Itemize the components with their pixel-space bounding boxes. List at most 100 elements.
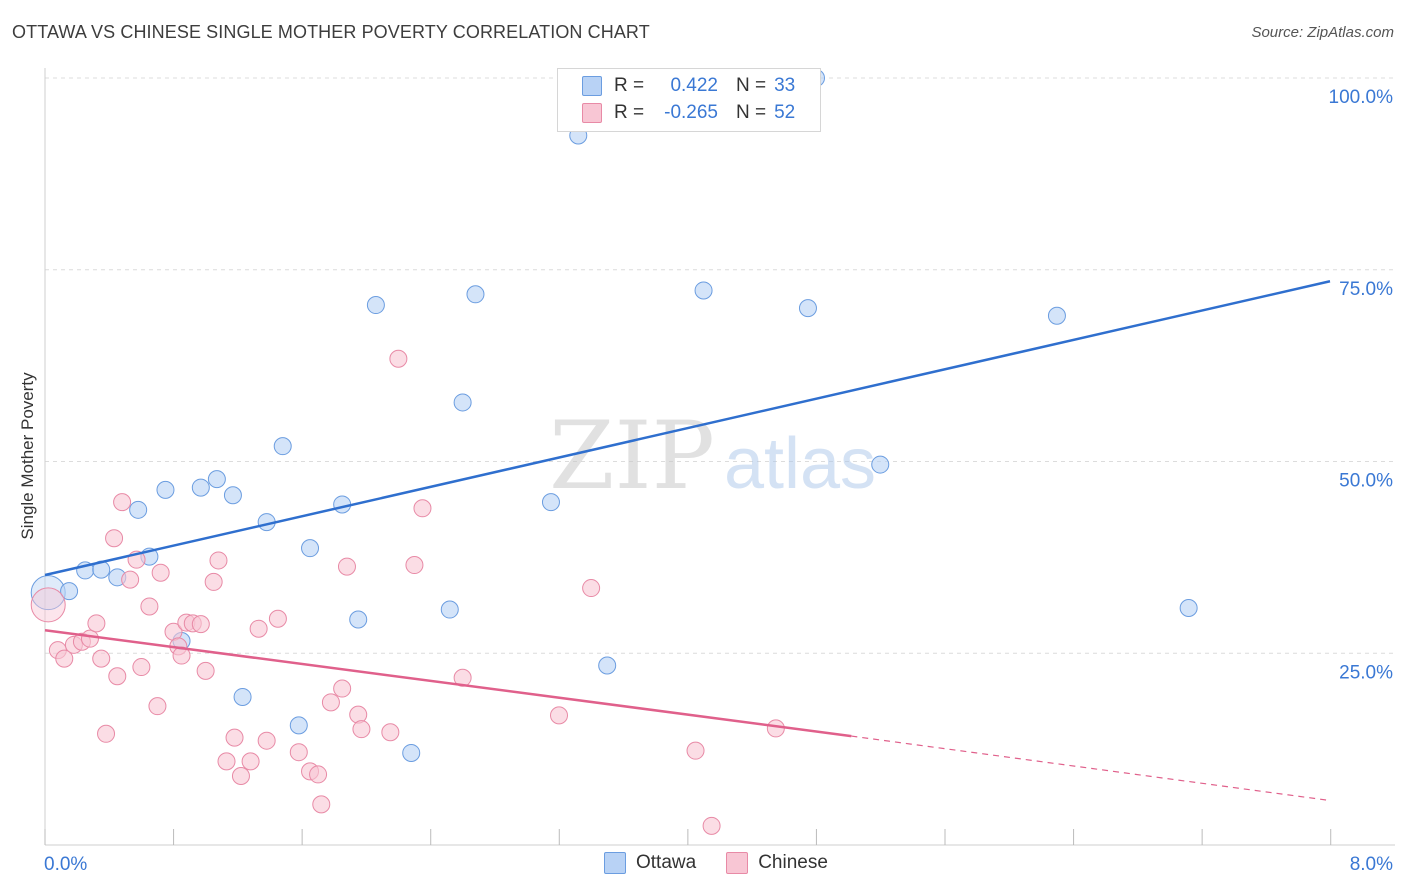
axis-layer	[44, 68, 1395, 846]
chinese-point	[87, 614, 106, 633]
points-layer	[30, 69, 1198, 835]
chinese-point	[268, 609, 287, 628]
tick-labels: 25.0% 50.0% 75.0% 100.0% 0.0% 8.0%	[44, 87, 1393, 875]
chinese-point	[337, 557, 356, 576]
source-label: Source: ZipAtlas.com	[1251, 24, 1394, 41]
y-tick-label: 100.0%	[1329, 87, 1394, 108]
chinese-point	[204, 572, 223, 591]
x-tick-label: 0.0%	[44, 854, 87, 875]
chinese-point	[113, 493, 132, 512]
chinese-point	[405, 556, 424, 575]
chinese-point	[80, 629, 99, 648]
legend-ottawa-swatch	[604, 852, 626, 874]
chinese-point	[766, 719, 785, 738]
chinese-point	[352, 720, 371, 739]
chinese-n-label: N =	[736, 102, 767, 123]
trend-layer	[44, 280, 1331, 802]
ottawa-trend-line	[44, 280, 1331, 577]
chinese-n-value: 52	[774, 102, 796, 123]
chinese-point	[55, 649, 74, 668]
chinese-point	[312, 795, 331, 814]
chinese-point	[289, 743, 308, 762]
stats-legend: R = 0.422 N = 33 R = -0.265 N = 52	[557, 68, 821, 132]
chinese-point	[209, 551, 228, 570]
ottawa-n-label: N =	[736, 75, 767, 96]
y-tick-label: 25.0%	[1339, 662, 1393, 683]
legend-row-chinese: R = -0.265 N = 52	[582, 101, 795, 125]
ottawa-n-value: 33	[774, 75, 796, 96]
chinese-point	[550, 706, 568, 725]
chinese-swatch	[582, 103, 602, 123]
chinese-point	[321, 693, 340, 712]
chinese-point	[151, 563, 170, 582]
chinese-point	[217, 752, 236, 771]
chinese-point	[121, 570, 140, 589]
ottawa-point	[129, 500, 148, 519]
watermark: ZIP atlas	[549, 402, 876, 511]
x-tick-label: 8.0%	[1350, 854, 1393, 875]
chinese-trend-line	[44, 629, 852, 738]
y-tick-label: 75.0%	[1339, 279, 1393, 300]
chart-title: OTTAWA VS CHINESE SINGLE MOTHER POVERTY …	[12, 22, 650, 42]
ottawa-point	[207, 470, 226, 489]
chinese-point	[333, 679, 352, 698]
ottawa-point	[223, 486, 242, 505]
ottawa-swatch	[582, 76, 602, 96]
chinese-point	[241, 752, 260, 771]
ottawa-point	[366, 296, 385, 315]
chinese-point	[92, 649, 111, 668]
ottawa-point	[598, 656, 617, 675]
ottawa-point	[694, 281, 713, 300]
chinese-point	[257, 731, 276, 750]
legend-row-ottawa: R = 0.422 N = 33	[582, 74, 795, 98]
chinese-point	[231, 766, 250, 785]
ottawa-point	[233, 687, 252, 706]
ottawa-point	[301, 539, 320, 558]
chinese-point	[389, 349, 408, 368]
chinese-point	[249, 619, 268, 638]
chinese-point	[349, 705, 368, 724]
ottawa-point	[273, 437, 292, 456]
ottawa-point	[1179, 598, 1198, 617]
y-axis-label: Single Mother Poverty	[18, 372, 37, 540]
ottawa-point	[1047, 306, 1066, 325]
chinese-point	[97, 724, 116, 743]
chinese-trend-extension	[851, 735, 1331, 802]
chinese-point	[132, 658, 151, 677]
chinese-point	[148, 697, 167, 716]
legend-chinese-label: Chinese	[758, 852, 828, 873]
chinese-point	[686, 741, 705, 760]
ottawa-point	[541, 493, 560, 512]
ottawa-point	[871, 455, 890, 474]
watermark-zip: ZIP	[549, 402, 715, 511]
legend-ottawa-label: Ottawa	[636, 852, 697, 873]
ottawa-point	[60, 582, 79, 601]
grid-layer	[45, 77, 1395, 654]
chinese-point	[140, 597, 159, 616]
ottawa-point	[798, 299, 817, 318]
y-tick-label: 50.0%	[1339, 471, 1393, 492]
chinese-r-value: -0.265	[664, 102, 718, 123]
ottawa-point	[191, 478, 210, 497]
ottawa-r-value: 0.422	[670, 75, 718, 96]
ottawa-point	[156, 480, 175, 499]
ottawa-point	[289, 716, 308, 735]
chinese-point	[30, 587, 66, 623]
series-legend: Ottawa Chinese	[604, 852, 858, 874]
ottawa-r-label: R =	[614, 75, 645, 96]
chinese-point	[105, 529, 124, 548]
ottawa-point	[453, 393, 472, 412]
chinese-point	[381, 723, 400, 742]
legend-item-chinese[interactable]: Chinese	[726, 852, 828, 874]
legend-chinese-swatch	[726, 852, 749, 874]
ottawa-point	[349, 610, 368, 629]
watermark-atlas: atlas	[724, 424, 876, 504]
legend-item-ottawa[interactable]: Ottawa	[604, 852, 696, 874]
ottawa-point	[466, 285, 485, 304]
chinese-point	[309, 765, 328, 784]
chinese-point	[413, 499, 432, 518]
ottawa-point	[402, 743, 421, 762]
ottawa-point	[440, 600, 459, 619]
chinese-point	[225, 728, 244, 747]
